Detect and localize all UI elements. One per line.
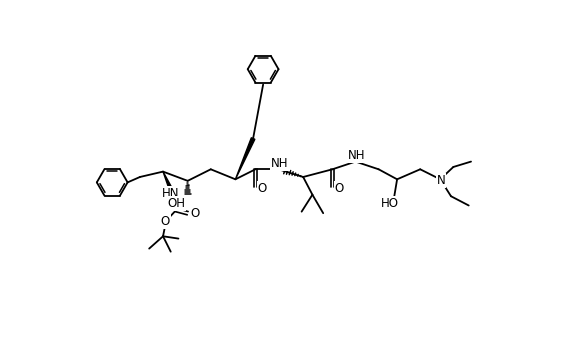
Text: O: O <box>258 182 267 195</box>
Text: NH: NH <box>348 149 366 162</box>
Text: O: O <box>161 215 170 228</box>
Text: OH: OH <box>167 197 185 210</box>
Polygon shape <box>235 138 255 179</box>
Text: O: O <box>190 207 199 220</box>
Polygon shape <box>163 171 174 193</box>
Text: O: O <box>335 182 344 195</box>
Text: N: N <box>436 174 445 187</box>
Text: HN: HN <box>162 187 179 200</box>
Text: HO: HO <box>380 197 398 210</box>
Text: NH: NH <box>271 157 289 170</box>
